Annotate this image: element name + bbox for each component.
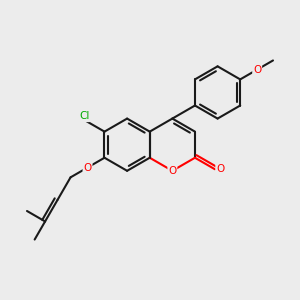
Text: O: O [83, 163, 92, 172]
Text: O: O [216, 164, 224, 174]
Text: O: O [253, 64, 261, 75]
Text: Cl: Cl [79, 111, 89, 121]
Text: O: O [168, 166, 176, 176]
